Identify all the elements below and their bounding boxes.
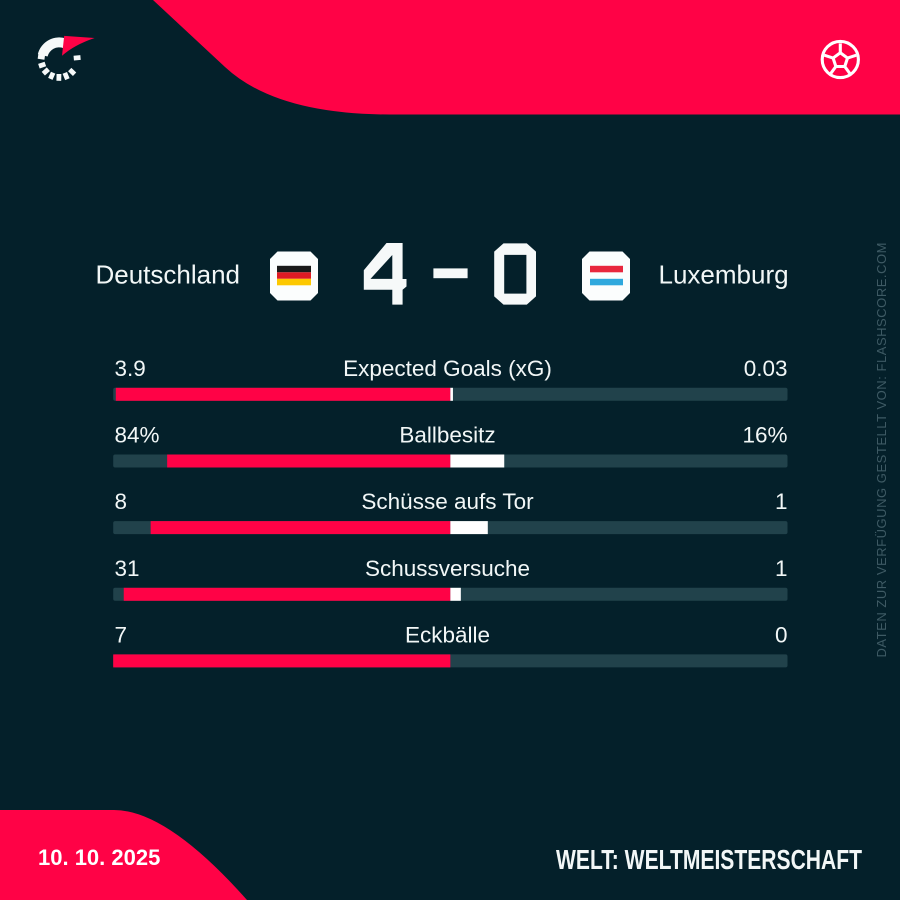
svg-text:Expected Goals (xG): Expected Goals (xG) [343,356,552,381]
svg-text:1: 1 [775,489,788,514]
svg-text:1: 1 [775,556,788,581]
svg-text:Deutschland: Deutschland [95,259,240,289]
svg-text:0.03: 0.03 [744,356,788,381]
svg-text:WELT: WELTMEISTERSCHAFT: WELT: WELTMEISTERSCHAFT [556,844,862,875]
svg-text:8: 8 [115,489,128,514]
svg-text:Ballbesitz: Ballbesitz [399,422,495,447]
svg-text:84%: 84% [115,422,160,447]
svg-text:DATEN ZUR VERFÜGUNG GESTELLT V: DATEN ZUR VERFÜGUNG GESTELLT VON: FLASHS… [874,243,889,658]
svg-text:3.9: 3.9 [115,356,146,381]
svg-text:Luxemburg: Luxemburg [659,259,789,289]
svg-text:0: 0 [775,622,788,647]
svg-text:Schussversuche: Schussversuche [365,556,530,581]
svg-text:Schüsse aufs Tor: Schüsse aufs Tor [361,489,534,514]
svg-text:7: 7 [115,622,128,647]
svg-text:31: 31 [115,556,140,581]
svg-text:10. 10. 2025: 10. 10. 2025 [38,845,160,870]
svg-text:Eckbälle: Eckbälle [405,622,490,647]
svg-text:16%: 16% [742,422,787,447]
